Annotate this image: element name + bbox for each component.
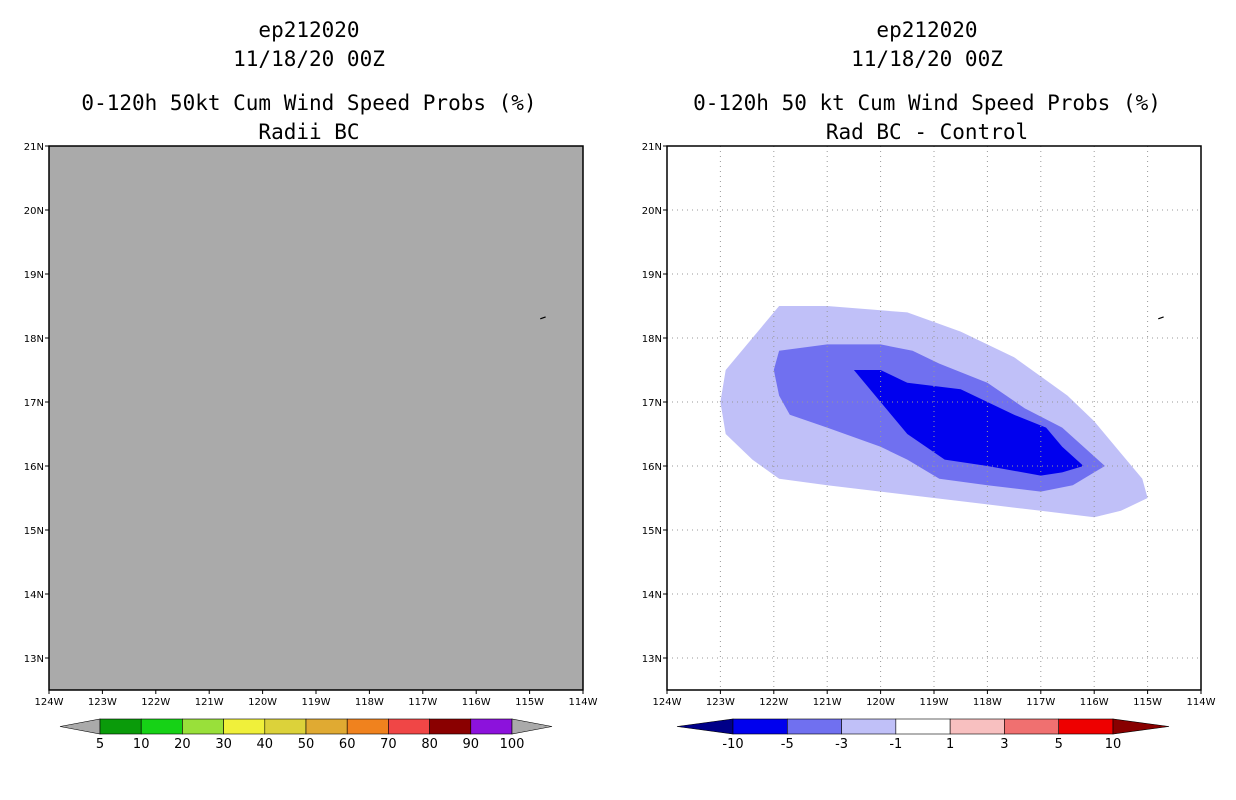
left-x-tick-label: 115W bbox=[515, 697, 544, 708]
right-x-tick-label: 117W bbox=[1026, 697, 1055, 708]
right-x-tick-label: 115W bbox=[1133, 697, 1162, 708]
left-colorbar-label: 40 bbox=[257, 737, 274, 752]
left-colorbar-segment bbox=[99, 718, 142, 735]
left-colorbar-segment bbox=[388, 718, 430, 735]
right-colorbar-label: 1 bbox=[946, 737, 954, 752]
left-colorbar-label: 5 bbox=[96, 737, 104, 752]
left-colorbar-label: 30 bbox=[215, 737, 232, 752]
right-x-tick-label: 114W bbox=[1187, 697, 1216, 708]
left-x-tick-label: 117W bbox=[408, 697, 437, 708]
left-colorbar-low-arrow bbox=[59, 718, 101, 735]
left-colorbar-segment bbox=[346, 718, 389, 735]
right-colorbar-segment bbox=[895, 718, 951, 735]
right-colorbar-label: 10 bbox=[1105, 737, 1122, 752]
left-colorbar-segment bbox=[223, 718, 266, 735]
right-x-tick-label: 120W bbox=[866, 697, 895, 708]
right-colorbar-low-arrow bbox=[676, 718, 734, 735]
right-colorbar-label: -3 bbox=[835, 737, 848, 752]
left-colorbar-label: 100 bbox=[500, 737, 525, 752]
right-colorbar-segment bbox=[1004, 718, 1060, 735]
right-island-marker bbox=[1158, 316, 1164, 320]
right-colorbar-label: 5 bbox=[1055, 737, 1063, 752]
right-y-tick-label: 13N bbox=[642, 654, 662, 665]
left-y-tick-label: 18N bbox=[24, 334, 44, 345]
left-x-tick-label: 124W bbox=[35, 697, 64, 708]
right-y-tick-label: 19N bbox=[642, 270, 662, 281]
left-plot-area bbox=[49, 146, 583, 690]
right-colorbar-segment bbox=[1058, 718, 1114, 735]
left-island-marker bbox=[540, 316, 546, 320]
left-chart-title: 0-120h 50kt Cum Wind Speed Probs (%) bbox=[81, 91, 537, 115]
left-y-tick-label: 15N bbox=[24, 526, 44, 537]
left-colorbar-segment bbox=[140, 718, 183, 735]
left-x-tick-label: 120W bbox=[248, 697, 277, 708]
right-contour-3 bbox=[853, 370, 1084, 476]
right-chart-title: 0-120h 50 kt Cum Wind Speed Probs (%) bbox=[693, 91, 1161, 115]
right-storm-id: ep212020 bbox=[876, 18, 978, 42]
left-colorbar-label: 60 bbox=[339, 737, 356, 752]
left-y-tick-label: 14N bbox=[24, 590, 44, 601]
left-colorbar-label: 70 bbox=[380, 737, 397, 752]
left-chart-subtitle: Radii BC bbox=[258, 120, 360, 144]
right-x-tick-label: 122W bbox=[759, 697, 788, 708]
left-x-tick-label: 123W bbox=[88, 697, 117, 708]
left-colorbar-segment bbox=[264, 718, 307, 735]
left-colorbar-label: 20 bbox=[174, 737, 191, 752]
left-x-tick-label: 122W bbox=[141, 697, 170, 708]
left-colorbar-segment bbox=[470, 718, 513, 735]
right-colorbar-segment bbox=[732, 718, 788, 735]
right-y-tick-label: 14N bbox=[642, 590, 662, 601]
left-colorbar-label: 10 bbox=[133, 737, 150, 752]
right-colorbar-label: -1 bbox=[889, 737, 902, 752]
right-colorbar-label: -5 bbox=[781, 737, 794, 752]
right-x-tick-label: 118W bbox=[973, 697, 1002, 708]
right-y-tick-label: 21N bbox=[642, 142, 662, 153]
right-colorbar-label: 3 bbox=[1000, 737, 1008, 752]
left-storm-id: ep212020 bbox=[258, 18, 360, 42]
right-colorbar-segment bbox=[949, 718, 1005, 735]
left-datetime: 11/18/20 00Z bbox=[233, 47, 385, 71]
right-chart-subtitle: Rad BC - Control bbox=[825, 120, 1029, 144]
left-x-tick-label: 121W bbox=[195, 697, 224, 708]
left-y-tick-label: 17N bbox=[24, 398, 44, 409]
right-y-tick-label: 20N bbox=[642, 206, 662, 217]
left-y-tick-label: 21N bbox=[24, 142, 44, 153]
right-y-tick-label: 15N bbox=[642, 526, 662, 537]
left-colorbar-label: 80 bbox=[421, 737, 438, 752]
left-y-tick-label: 13N bbox=[24, 654, 44, 665]
left-x-tick-label: 118W bbox=[355, 697, 384, 708]
left-colorbar-segment bbox=[429, 718, 472, 735]
right-datetime: 11/18/20 00Z bbox=[851, 47, 1003, 71]
left-y-tick-label: 20N bbox=[24, 206, 44, 217]
right-colorbar-high-arrow bbox=[1112, 718, 1170, 735]
right-y-tick-label: 18N bbox=[642, 334, 662, 345]
left-x-tick-label: 116W bbox=[462, 697, 491, 708]
left-x-tick-label: 119W bbox=[302, 697, 331, 708]
right-x-tick-label: 124W bbox=[653, 697, 682, 708]
left-colorbar-segment bbox=[305, 718, 348, 735]
right-colorbar-segment bbox=[786, 718, 842, 735]
right-colorbar-label: -10 bbox=[722, 737, 743, 752]
left-y-tick-label: 16N bbox=[24, 462, 44, 473]
left-colorbar-label: 90 bbox=[463, 737, 480, 752]
right-x-tick-label: 123W bbox=[706, 697, 735, 708]
right-x-tick-label: 119W bbox=[920, 697, 949, 708]
left-y-tick-label: 19N bbox=[24, 270, 44, 281]
left-colorbar-label: 50 bbox=[298, 737, 315, 752]
right-colorbar-segment bbox=[841, 718, 897, 735]
right-x-tick-label: 121W bbox=[813, 697, 842, 708]
left-x-tick-label: 114W bbox=[569, 697, 598, 708]
right-x-tick-label: 116W bbox=[1080, 697, 1109, 708]
left-colorbar-segment bbox=[182, 718, 224, 735]
right-y-tick-label: 16N bbox=[642, 462, 662, 473]
left-colorbar-high-arrow bbox=[511, 718, 553, 735]
right-y-tick-label: 17N bbox=[642, 398, 662, 409]
